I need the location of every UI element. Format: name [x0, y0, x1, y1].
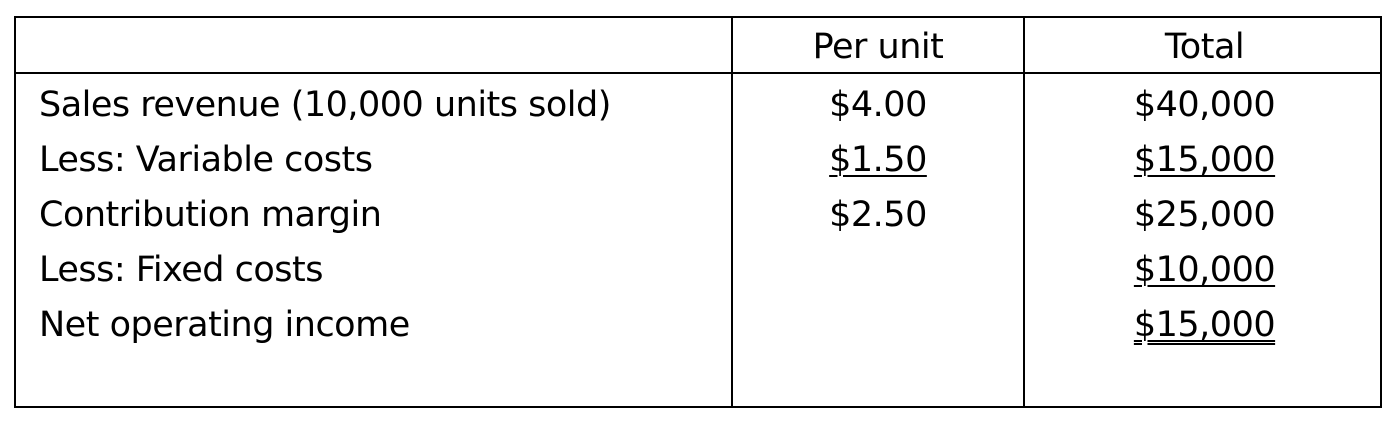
- column-divider: [731, 18, 733, 406]
- income-statement-table: Per unit Total Sales revenue (10,000 uni…: [14, 16, 1382, 408]
- total-value: $15,000: [1133, 305, 1276, 345]
- header-per-unit: Per unit: [812, 27, 944, 67]
- total-value: $15,000: [1133, 140, 1276, 180]
- per-unit-value: $2.50: [829, 195, 927, 235]
- row-total-sales-revenue: $40,000: [1025, 85, 1384, 125]
- row-total-variable-costs: $15,000: [1025, 140, 1384, 180]
- row-per-unit-sales-revenue: $4.00: [733, 85, 1023, 125]
- per-unit-value: $4.00: [829, 85, 927, 125]
- per-unit-value: $1.50: [829, 140, 927, 180]
- header-total: Total: [1164, 27, 1245, 67]
- row-total-contribution-margin: $25,000: [1025, 195, 1384, 235]
- row-total-fixed-costs: $10,000: [1025, 250, 1384, 290]
- total-value: $10,000: [1133, 250, 1276, 290]
- row-label-fixed-costs: Less: Fixed costs: [39, 250, 323, 290]
- row-per-unit-variable-costs: $1.50: [733, 140, 1023, 180]
- column-divider: [1023, 18, 1025, 406]
- header-divider: [16, 72, 1380, 74]
- total-value: $25,000: [1133, 195, 1276, 235]
- total-value: $40,000: [1133, 85, 1276, 125]
- row-label-net-operating-income: Net operating income: [39, 305, 410, 345]
- row-label-contribution-margin: Contribution margin: [39, 195, 382, 235]
- row-label-sales-revenue: Sales revenue (10,000 units sold): [39, 85, 611, 125]
- row-label-variable-costs: Less: Variable costs: [39, 140, 373, 180]
- row-total-net-operating-income: $15,000: [1025, 305, 1384, 345]
- row-per-unit-contribution-margin: $2.50: [733, 195, 1023, 235]
